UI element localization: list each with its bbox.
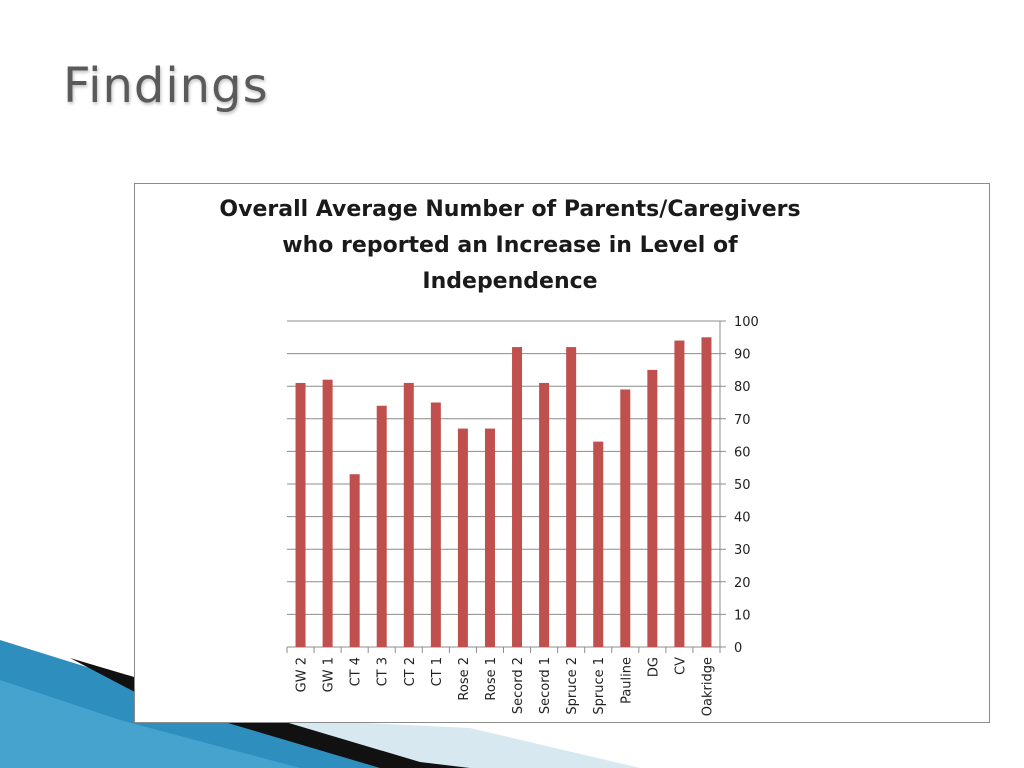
x-category-label: Spruce 2 [565, 657, 580, 715]
chart-title-line: Overall Average Number of Parents/Caregi… [219, 197, 801, 222]
x-category-label: CT 3 [376, 657, 391, 686]
y-tick-label: 20 [734, 576, 751, 591]
bar-spruce-1 [593, 441, 604, 647]
y-tick-label: 100 [734, 315, 759, 330]
bar-ct-1 [430, 402, 441, 647]
bar-oakridge [701, 337, 712, 647]
x-category-label: GW 1 [322, 657, 337, 692]
bar-secord-2 [512, 347, 523, 647]
y-tick-label: 40 [734, 511, 751, 526]
bar-gw-2 [295, 382, 306, 647]
x-category-label: Oakridge [700, 657, 715, 716]
y-tick-label: 50 [734, 478, 751, 493]
x-category-label: CT 4 [349, 657, 364, 686]
bar-rose-1 [484, 428, 495, 647]
y-tick-label: 90 [734, 348, 751, 363]
bar-ct-3 [376, 405, 387, 647]
bar-secord-1 [539, 382, 550, 647]
chart-title-line: Independence [422, 269, 598, 294]
x-category-label: Pauline [619, 657, 634, 704]
x-category-label: Secord 1 [538, 657, 553, 714]
x-category-label: Spruce 1 [592, 657, 607, 715]
y-tick-label: 70 [734, 413, 751, 428]
bar-cv [674, 340, 685, 647]
slide-title: Findings [63, 58, 269, 114]
x-category-label: Rose 1 [484, 657, 499, 701]
y-tick-label: 10 [734, 608, 751, 623]
bar-ct-4 [349, 474, 360, 647]
x-category-label: CV [673, 657, 688, 675]
y-tick-label: 60 [734, 445, 751, 460]
bar-chart: 0 10 20 30 40 50 60 70 80 90 100 GW 2 GW 1 CT 4 CT 3 CT… [286, 315, 759, 716]
chart-area: Overall Average Number of Parents/Caregi… [134, 183, 990, 723]
bar-spruce-2 [566, 347, 577, 647]
bar-gw-1 [322, 379, 333, 647]
x-category-label: CT 2 [403, 657, 418, 686]
bar-dg [647, 369, 658, 647]
x-category-label: CT 1 [430, 657, 445, 686]
bar-ct-2 [403, 382, 414, 647]
x-category-label: GW 2 [295, 657, 310, 692]
y-tick-label: 0 [734, 641, 742, 656]
x-category-label: DG [646, 657, 661, 677]
x-category-label: Rose 2 [457, 657, 472, 701]
chart-title: Overall Average Number of Parents/Caregi… [135, 192, 885, 300]
chart-title-line: who reported an Increase in Level of [282, 233, 738, 258]
y-tick-label: 30 [734, 543, 751, 558]
y-tick-label: 80 [734, 380, 751, 395]
bar-pauline [620, 389, 631, 647]
deco-blue-highlight [0, 680, 300, 768]
bar-rose-2 [457, 428, 468, 647]
x-category-label: Secord 2 [511, 657, 526, 714]
